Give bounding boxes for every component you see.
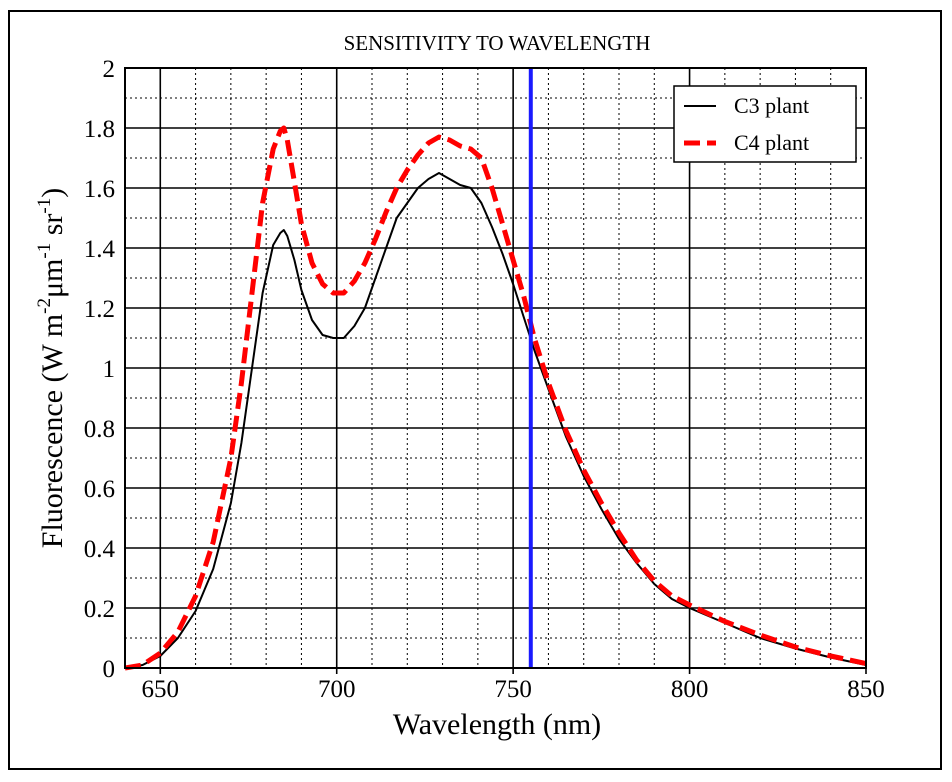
plot-border	[124, 67, 867, 669]
x-tick-label: 800	[671, 676, 709, 703]
series-layer	[124, 125, 867, 671]
y-tick-label: 0.6	[84, 476, 115, 503]
y-label-end: )	[36, 188, 69, 198]
legend-label-c4: C4 plant	[734, 130, 809, 155]
y-axis-label: Fluorescence (W m-2μm-1 sr-1)	[34, 188, 69, 548]
y-label-mid-1: μm	[36, 259, 69, 298]
y-tick-label: 0.8	[84, 416, 115, 443]
y-label-main: Fluorescence (W m	[36, 314, 69, 548]
series-line-c4-plant	[124, 125, 867, 671]
y-label-sup-2: -1	[34, 243, 55, 259]
x-axis-label: Wavelength (nm)	[393, 708, 601, 741]
legend-box	[673, 85, 857, 163]
tick-marks	[159, 668, 867, 674]
y-tick-label: 0.4	[84, 536, 116, 563]
y-tick-label: 1.6	[84, 176, 115, 203]
legend-label-c3: C3 plant	[734, 93, 809, 118]
x-tick-label: 700	[318, 676, 356, 703]
x-tick-label: 850	[847, 676, 885, 703]
chart-title: SENSITIVITY TO WAVELENGTH	[344, 31, 651, 55]
x-tick-label: 650	[142, 676, 180, 703]
x-tick-label: 750	[494, 676, 532, 703]
y-tick-label: 1.8	[84, 116, 115, 143]
y-tick-label: 2	[103, 56, 116, 83]
y-tick-label: 1	[103, 356, 116, 383]
y-tick-label: 1.4	[84, 236, 116, 263]
legend: C3 plant C4 plant	[673, 85, 857, 163]
x-tick-labels: 650 700 750 800 850	[142, 676, 885, 703]
y-label-sup-1: -2	[34, 298, 55, 314]
y-label-mid-2: sr	[36, 214, 69, 243]
y-label-sup-3: -1	[34, 198, 55, 214]
y-tick-labels: 0 0.2 0.4 0.6 0.8 1 1.2 1.4 1.6 1.8 2	[84, 56, 116, 683]
y-tick-label: 0	[103, 656, 116, 683]
y-tick-label: 1.2	[84, 296, 115, 323]
y-tick-label: 0.2	[84, 596, 115, 623]
